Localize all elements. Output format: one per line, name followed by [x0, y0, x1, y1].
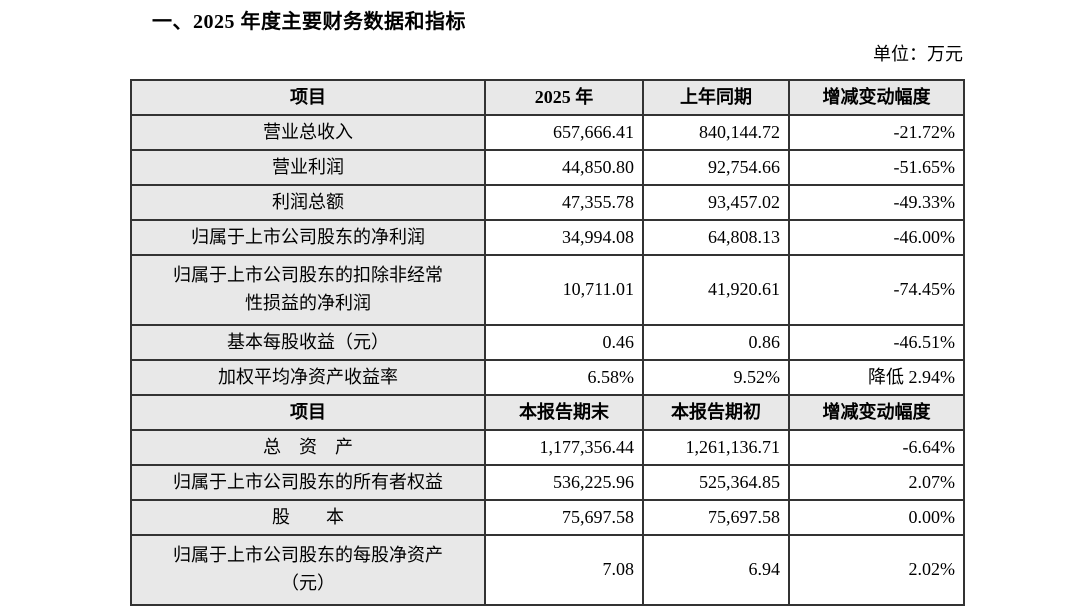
row-label: 加权平均净资产收益率 [130, 359, 486, 396]
current-value: 7.08 [484, 534, 644, 606]
row-label: 营业利润 [130, 149, 486, 186]
current-value: 6.58% [484, 359, 644, 396]
row-label: 归属于上市公司股东的净利润 [130, 219, 486, 256]
row-weighted-avg-roe: 加权平均净资产收益率 6.58% 9.52% 降低 2.94% [130, 359, 965, 396]
current-value: 34,994.08 [484, 219, 644, 256]
section1-header-row: 项目 2025 年 上年同期 增减变动幅度 [130, 79, 965, 116]
change-value: -46.00% [788, 219, 965, 256]
row-label: 股 本 [130, 499, 486, 536]
row-label: 归属于上市公司股东的所有者权益 [130, 464, 486, 501]
prior-value: 93,457.02 [642, 184, 790, 221]
current-value: 75,697.58 [484, 499, 644, 536]
current-value: 44,850.80 [484, 149, 644, 186]
header-change-rate: 增减变动幅度 [788, 79, 965, 116]
row-basic-eps: 基本每股收益（元） 0.46 0.86 -46.51% [130, 324, 965, 361]
change-value: 2.02% [788, 534, 965, 606]
prior-value: 64,808.13 [642, 219, 790, 256]
change-value: 2.07% [788, 464, 965, 501]
row-deducted-net-profit: 归属于上市公司股东的扣除非经常性损益的净利润 10,711.01 41,920.… [130, 254, 965, 326]
row-share-capital: 股 本 75,697.58 75,697.58 0.00% [130, 499, 965, 536]
prior-value: 840,144.72 [642, 114, 790, 151]
financial-data-table: 项目 2025 年 上年同期 增减变动幅度 营业总收入 657,666.41 8… [130, 79, 965, 606]
row-owners-equity: 归属于上市公司股东的所有者权益 536,225.96 525,364.85 2.… [130, 464, 965, 501]
change-value: 降低 2.94% [788, 359, 965, 396]
change-value: -51.65% [788, 149, 965, 186]
header-change-rate: 增减变动幅度 [788, 394, 965, 431]
row-operating-revenue: 营业总收入 657,666.41 840,144.72 -21.72% [130, 114, 965, 151]
row-total-assets: 总 资 产 1,177,356.44 1,261,136.71 -6.64% [130, 429, 965, 466]
row-label: 归属于上市公司股东的扣除非经常性损益的净利润 [130, 254, 486, 326]
current-value: 536,225.96 [484, 464, 644, 501]
row-label: 营业总收入 [130, 114, 486, 151]
change-value: -46.51% [788, 324, 965, 361]
change-value: -49.33% [788, 184, 965, 221]
header-year-2025: 2025 年 [484, 79, 644, 116]
header-prior-period: 上年同期 [642, 79, 790, 116]
prior-value: 1,261,136.71 [642, 429, 790, 466]
header-item: 项目 [130, 79, 486, 116]
prior-value: 525,364.85 [642, 464, 790, 501]
unit-label: 单位：万元 [873, 44, 963, 64]
section2-header-row: 项目 本报告期末 本报告期初 增减变动幅度 [130, 394, 965, 431]
prior-value: 92,754.66 [642, 149, 790, 186]
current-value: 10,711.01 [484, 254, 644, 326]
header-item: 项目 [130, 394, 486, 431]
prior-value: 75,697.58 [642, 499, 790, 536]
row-label: 基本每股收益（元） [130, 324, 486, 361]
current-value: 657,666.41 [484, 114, 644, 151]
change-value: -21.72% [788, 114, 965, 151]
row-label: 总 资 产 [130, 429, 486, 466]
change-value: -6.64% [788, 429, 965, 466]
row-label: 利润总额 [130, 184, 486, 221]
row-label: 归属于上市公司股东的每股净资产（元） [130, 534, 486, 606]
prior-value: 0.86 [642, 324, 790, 361]
prior-value: 6.94 [642, 534, 790, 606]
change-value: -74.45% [788, 254, 965, 326]
change-value: 0.00% [788, 499, 965, 536]
current-value: 47,355.78 [484, 184, 644, 221]
prior-value: 9.52% [642, 359, 790, 396]
row-total-profit: 利润总额 47,355.78 93,457.02 -49.33% [130, 184, 965, 221]
page-title: 一、2025 年度主要财务数据和指标 [152, 11, 466, 33]
current-value: 1,177,356.44 [484, 429, 644, 466]
header-period-end: 本报告期末 [484, 394, 644, 431]
header-period-begin: 本报告期初 [642, 394, 790, 431]
current-value: 0.46 [484, 324, 644, 361]
row-net-assets-per-share: 归属于上市公司股东的每股净资产（元） 7.08 6.94 2.02% [130, 534, 965, 606]
prior-value: 41,920.61 [642, 254, 790, 326]
row-operating-profit: 营业利润 44,850.80 92,754.66 -51.65% [130, 149, 965, 186]
row-net-profit-attributable: 归属于上市公司股东的净利润 34,994.08 64,808.13 -46.00… [130, 219, 965, 256]
